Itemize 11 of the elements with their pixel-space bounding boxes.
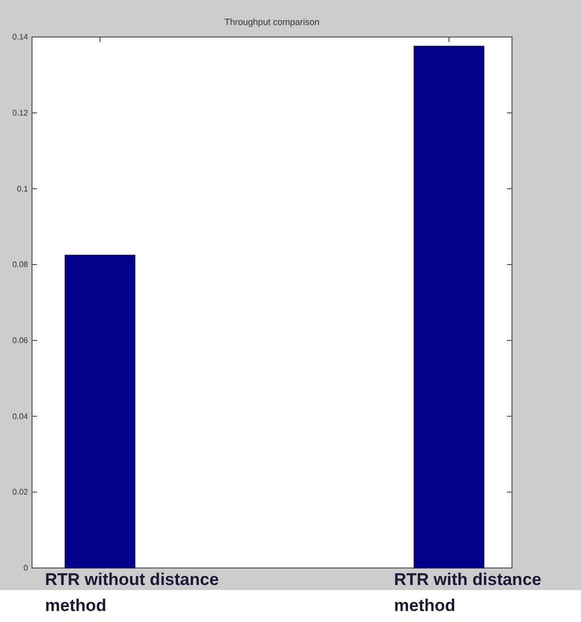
- chart-title: Throughput comparison: [224, 17, 320, 27]
- x-tick-label: RTR without distance method: [45, 570, 219, 615]
- y-tick-label: 0.06: [12, 336, 29, 345]
- y-tick-label: 0.14: [12, 32, 29, 42]
- y-tick-label: 0.04: [12, 412, 29, 421]
- y-tick-label: 0.1: [16, 184, 29, 194]
- y-tick-label: 0.12: [12, 108, 29, 118]
- y-tick-label: 0: [24, 564, 29, 573]
- x-tick-label: RTR with distance method: [394, 570, 542, 615]
- y-tick-label: 0.08: [12, 260, 29, 270]
- y-tick-label: 0.02: [12, 488, 29, 497]
